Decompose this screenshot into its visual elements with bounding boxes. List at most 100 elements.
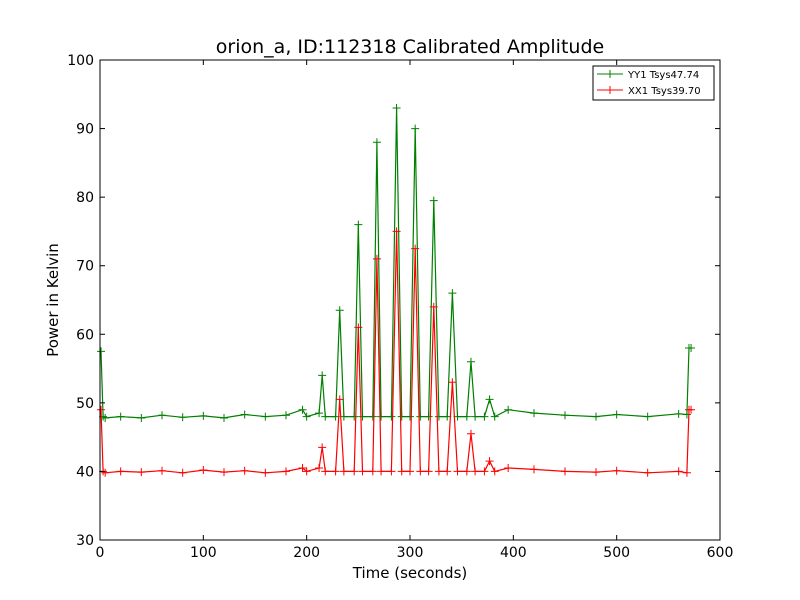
x-tick-label: 500 bbox=[603, 545, 630, 561]
data-point-marker bbox=[178, 413, 187, 422]
x-tick-label: 300 bbox=[397, 545, 424, 561]
data-point-marker bbox=[137, 413, 146, 422]
chart-title: orion_a, ID:112318 Calibrated Amplitude bbox=[216, 36, 604, 58]
data-point-marker bbox=[530, 409, 538, 418]
data-point-marker bbox=[687, 405, 696, 414]
y-axis-label: Power in Kelvin bbox=[44, 243, 62, 357]
data-point-marker bbox=[392, 227, 401, 236]
series-layer bbox=[97, 104, 696, 477]
y-tick-label: 70 bbox=[76, 259, 94, 275]
data-point-marker bbox=[429, 302, 438, 311]
data-point-marker bbox=[643, 468, 652, 477]
data-point-marker bbox=[101, 413, 110, 422]
data-point-marker bbox=[158, 466, 166, 475]
data-point-marker bbox=[101, 468, 110, 477]
data-point-marker bbox=[116, 467, 125, 476]
data-point-marker bbox=[490, 412, 499, 421]
data-point-marker bbox=[377, 412, 386, 421]
data-point-marker bbox=[530, 465, 538, 474]
data-point-marker bbox=[335, 306, 344, 315]
data-point-marker bbox=[282, 411, 290, 420]
data-point-marker bbox=[490, 467, 499, 476]
x-tick-label: 200 bbox=[293, 545, 320, 561]
data-point-marker bbox=[358, 467, 367, 476]
data-point-marker bbox=[392, 104, 401, 112]
data-point-marker bbox=[318, 371, 327, 380]
data-point-marker bbox=[406, 412, 414, 421]
data-point-marker bbox=[97, 405, 106, 414]
data-point-marker bbox=[612, 410, 621, 419]
legend-marker-yy1 bbox=[606, 70, 614, 78]
data-point-marker bbox=[372, 138, 381, 147]
legend-marker-xx1 bbox=[606, 86, 614, 94]
data-point-marker bbox=[97, 347, 106, 356]
data-point-marker bbox=[411, 244, 420, 253]
data-point-marker bbox=[612, 466, 621, 475]
data-point-marker bbox=[480, 412, 489, 421]
tick-layer: 0 100 200 300 400 500 600 30 40 50 60 70 80 90 100 bbox=[67, 53, 733, 561]
data-point-marker bbox=[504, 464, 513, 472]
data-point-marker bbox=[462, 467, 471, 476]
x-axis-label: Time (seconds) bbox=[352, 564, 468, 582]
legend: YY1 Tsys47.74 XX1 Tsys39.70 bbox=[592, 65, 715, 101]
data-point-marker bbox=[682, 410, 691, 419]
data-point-marker bbox=[315, 464, 324, 472]
x-tick-label: 0 bbox=[96, 545, 105, 561]
y-tick-label: 100 bbox=[67, 53, 94, 69]
data-point-marker bbox=[240, 466, 249, 475]
data-point-marker bbox=[282, 467, 290, 476]
data-point-marker bbox=[321, 412, 330, 421]
series-line-0 bbox=[100, 107, 692, 419]
data-point-marker bbox=[240, 410, 249, 419]
data-point-marker bbox=[199, 466, 208, 475]
data-point-marker bbox=[434, 412, 443, 421]
data-point-marker bbox=[298, 464, 307, 472]
data-point-marker bbox=[682, 468, 691, 477]
data-point-marker bbox=[592, 468, 600, 477]
data-point-marker bbox=[350, 412, 359, 421]
data-point-marker bbox=[424, 412, 433, 421]
y-tick-label: 40 bbox=[76, 464, 94, 480]
data-point-marker bbox=[354, 323, 363, 332]
data-point-marker bbox=[331, 467, 340, 476]
data-point-marker bbox=[377, 467, 386, 476]
data-point-marker bbox=[302, 412, 311, 421]
data-point-marker bbox=[592, 412, 600, 421]
x-tick-label: 400 bbox=[500, 545, 527, 561]
x-tick-label: 600 bbox=[707, 545, 734, 561]
data-point-marker bbox=[158, 411, 166, 420]
data-point-marker bbox=[354, 220, 363, 229]
data-point-marker bbox=[687, 344, 696, 352]
data-point-marker bbox=[397, 467, 406, 476]
data-point-marker bbox=[416, 467, 425, 476]
data-point-marker bbox=[302, 467, 311, 476]
data-point-marker bbox=[318, 443, 327, 452]
data-point-marker bbox=[466, 429, 475, 438]
y-tick-label: 60 bbox=[76, 327, 94, 343]
data-point-marker bbox=[358, 412, 367, 421]
x-tick-label: 100 bbox=[190, 545, 217, 561]
data-point-marker bbox=[298, 405, 307, 414]
data-point-marker bbox=[674, 467, 683, 476]
data-point-marker bbox=[561, 411, 569, 420]
data-point-marker bbox=[448, 289, 457, 298]
data-point-marker bbox=[411, 124, 420, 133]
data-point-marker bbox=[178, 468, 187, 477]
data-point-marker bbox=[471, 412, 480, 421]
data-point-marker bbox=[416, 412, 425, 421]
data-point-marker bbox=[315, 409, 324, 418]
data-point-marker bbox=[471, 467, 480, 476]
data-point-marker bbox=[321, 467, 330, 476]
data-point-marker bbox=[434, 467, 443, 476]
data-point-marker bbox=[504, 405, 513, 414]
y-tick-label: 30 bbox=[76, 533, 94, 549]
data-point-marker bbox=[466, 357, 475, 366]
data-point-marker bbox=[561, 467, 569, 476]
data-point-marker bbox=[424, 467, 433, 476]
legend-label-yy1: YY1 Tsys47.74 bbox=[627, 70, 699, 81]
data-point-marker bbox=[429, 196, 438, 205]
data-point-marker bbox=[480, 467, 489, 476]
data-point-marker bbox=[397, 412, 406, 421]
data-point-marker bbox=[220, 468, 228, 477]
